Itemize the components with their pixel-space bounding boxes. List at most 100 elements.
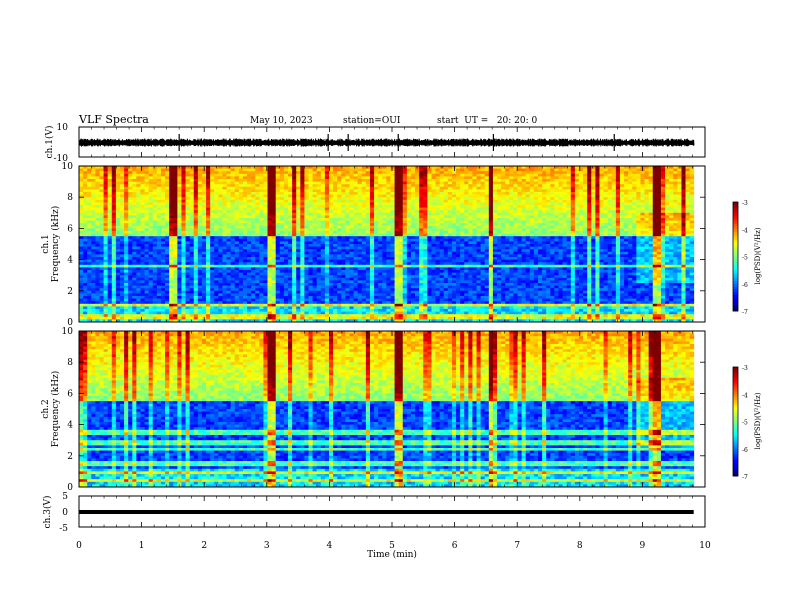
- spectrogram-cell: [181, 241, 186, 245]
- spectrogram-cell: [160, 220, 166, 224]
- spectrogram-cell: [111, 244, 117, 247]
- spectrogram-cell: [476, 212, 482, 216]
- spectrogram-cell: [214, 236, 219, 240]
- spectrogram-cell: [255, 207, 260, 211]
- spectrogram-cell: [398, 236, 404, 240]
- spectrogram-cell: [148, 194, 154, 198]
- spectrogram-cell: [357, 186, 363, 190]
- spectrogram-cell: [324, 225, 330, 229]
- spectrogram-cell: [562, 215, 568, 219]
- spectrogram-cell: [144, 241, 150, 245]
- spectrogram-cell: [91, 205, 96, 208]
- spectrogram-cell: [304, 249, 309, 253]
- spectrogram-cell: [595, 228, 600, 232]
- spectrogram-cell: [529, 223, 535, 227]
- spectrogram-cell: [513, 233, 518, 237]
- spectrogram-cell: [140, 244, 145, 247]
- spectrogram-cell: [95, 197, 100, 201]
- spectrogram-cell: [484, 186, 490, 190]
- spectrogram-cell: [128, 215, 133, 219]
- spectrogram-cell: [488, 225, 494, 229]
- spectrogram-cell: [288, 197, 293, 201]
- spectrogram-cell: [406, 189, 412, 193]
- spectrogram-cell: [218, 215, 223, 219]
- spectrogram-cell: [406, 179, 412, 182]
- spectrogram-cell: [308, 241, 313, 245]
- spectrogram-cell: [99, 218, 104, 221]
- spectrogram-cell: [132, 186, 137, 190]
- spectrogram-cell: [648, 238, 654, 242]
- spectrogram-cell: [603, 189, 609, 193]
- spectrogram-cell: [361, 171, 367, 175]
- spectrogram-cell: [406, 168, 412, 172]
- spectrogram-cell: [652, 231, 658, 234]
- spectrogram-cell: [259, 181, 264, 185]
- spectrogram-cell: [242, 194, 248, 198]
- spectrogram-cell: [472, 223, 477, 227]
- spectrogram-cell: [283, 210, 289, 214]
- spectrogram-cell: [222, 199, 227, 203]
- spectrogram-cell: [148, 179, 154, 182]
- spectrogram-cell: [353, 210, 359, 214]
- spectrogram-cell: [247, 236, 252, 240]
- spectrogram-cell: [468, 223, 473, 227]
- spectrogram-cell: [365, 189, 371, 193]
- spectrogram-cell: [456, 181, 461, 185]
- spectrogram-cell: [517, 236, 523, 240]
- spectrogram-cell: [124, 212, 129, 216]
- spectrogram-cell: [324, 246, 330, 250]
- spectrogram-cell: [542, 179, 547, 182]
- spectrogram-cell: [611, 179, 617, 182]
- spectrogram-cell: [378, 207, 383, 211]
- spectrogram-cell: [263, 241, 268, 245]
- spectrogram-cell: [587, 207, 592, 211]
- spectrogram-cell: [628, 192, 633, 195]
- spectrogram-cell: [603, 223, 609, 227]
- spectrogram-cell: [275, 225, 281, 229]
- spectrogram-cell: [521, 228, 527, 232]
- spectrogram-cell: [115, 210, 121, 214]
- spectrogram-cell: [685, 168, 691, 172]
- spectrogram-cell: [103, 244, 109, 247]
- spectrogram-cell: [472, 189, 477, 193]
- spectrogram-cell: [234, 192, 240, 195]
- spectrogram-cell: [447, 171, 453, 175]
- spectrogram-cell: [91, 179, 96, 182]
- spectrogram-cell: [304, 166, 309, 169]
- spectrogram-cell: [152, 238, 158, 242]
- spectrogram-cell: [271, 212, 277, 216]
- spectrogram-cell: [525, 231, 531, 234]
- spectrogram-cell: [169, 194, 174, 198]
- spectrogram-cell: [308, 223, 313, 227]
- spectrogram-cell: [378, 202, 383, 206]
- spectrogram-cell: [488, 212, 494, 216]
- spectrogram-cell: [193, 231, 199, 234]
- spectrogram-cell: [222, 179, 227, 182]
- spectrogram-cell: [251, 233, 256, 237]
- spectrogram-cell: [283, 194, 289, 198]
- spectrogram-cell: [185, 186, 191, 190]
- spectrogram-cell: [398, 210, 404, 214]
- spectrogram-cell: [333, 218, 338, 221]
- spectrogram-cell: [550, 236, 555, 240]
- spectrogram-cell: [484, 210, 490, 214]
- spectrogram-cell: [431, 218, 436, 221]
- spectrogram-cell: [603, 225, 609, 229]
- spectrogram-cell: [509, 218, 514, 221]
- spectrogram-cell: [83, 189, 88, 193]
- spectrogram-cell: [111, 238, 117, 242]
- spectrogram-cell: [312, 197, 318, 201]
- spectrogram-cell: [206, 231, 211, 234]
- spectrogram-cell: [214, 244, 219, 247]
- spectrogram-cell: [521, 225, 527, 229]
- spectrogram-cell: [271, 176, 277, 180]
- spectrogram-cell: [521, 197, 527, 201]
- spectrogram-cell: [599, 207, 604, 211]
- spectrogram-cell: [79, 207, 84, 211]
- date-label: May 10, 2023: [250, 116, 313, 126]
- spectrogram-cell: [308, 228, 313, 232]
- spectrogram-cell: [226, 223, 232, 227]
- spectrogram-cell: [583, 194, 588, 198]
- spectrogram-cell: [365, 166, 371, 169]
- spectrogram-cell: [439, 246, 445, 250]
